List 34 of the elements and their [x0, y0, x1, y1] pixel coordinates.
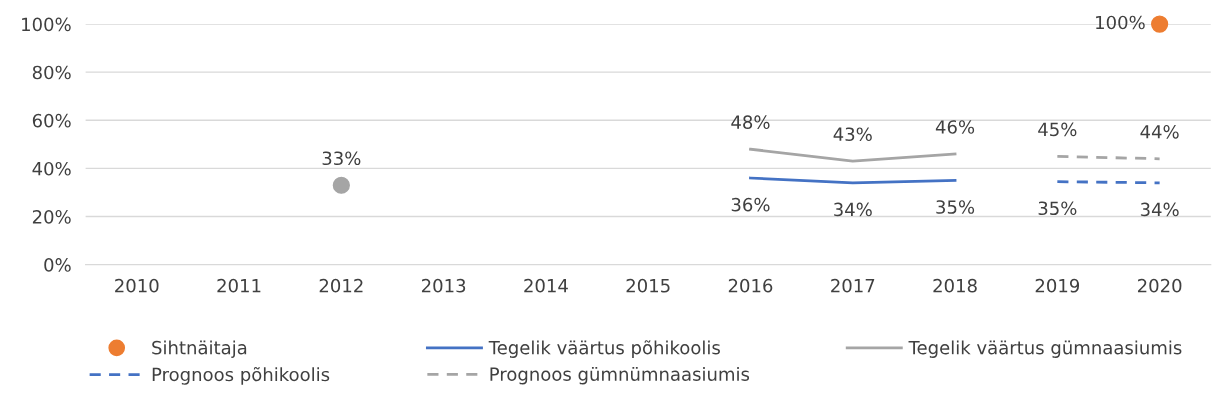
x-tick-label: 2015 [626, 278, 670, 293]
data-label: 35% [936, 200, 975, 214]
y-tick-label: 80% [32, 65, 71, 80]
legend-label: Tegelik väärtus gümnaasiumis [908, 340, 1182, 358]
y-tick-label: 40% [32, 161, 71, 176]
legend-label: Sihtnäitaja [152, 340, 247, 358]
data-label: 43% [833, 127, 872, 142]
data-label: 33% [322, 151, 361, 166]
y-tick-label: 0% [44, 258, 71, 272]
data-label: 100% [1096, 15, 1145, 30]
data-label: 34% [1140, 202, 1179, 217]
x-tick-label: 2010 [115, 278, 159, 293]
x-tick-label: 2012 [319, 278, 363, 293]
data-label: 44% [1140, 124, 1179, 139]
y-tick-label: 20% [32, 210, 71, 224]
data-label: 48% [731, 115, 770, 130]
x-tick-label: 2019 [1035, 278, 1080, 293]
y-tick-label: 100% [22, 17, 71, 32]
data-label: 45% [1038, 122, 1077, 137]
data-label: 34% [834, 202, 872, 217]
y-tick-label: 60% [32, 113, 71, 128]
data-label: 36% [731, 197, 770, 212]
x-tick-label: 2016 [728, 278, 773, 293]
x-tick-label: 2020 [1137, 278, 1182, 293]
x-tick-label: 2014 [524, 278, 568, 293]
x-tick-label: 2017 [831, 278, 875, 293]
x-tick-label: 2011 [217, 278, 261, 293]
data-label: 35% [1038, 201, 1077, 216]
x-tick-label: 2013 [421, 278, 466, 293]
data-label: 46% [935, 120, 975, 134]
legend-label: Prognoos põhikoolis [152, 366, 330, 385]
legend-label: Tegelik väärtus põhikoolis [488, 340, 720, 358]
x-tick-label: 2018 [933, 278, 977, 293]
legend-label: Prognoos gümnümnaasiumis [490, 366, 750, 385]
